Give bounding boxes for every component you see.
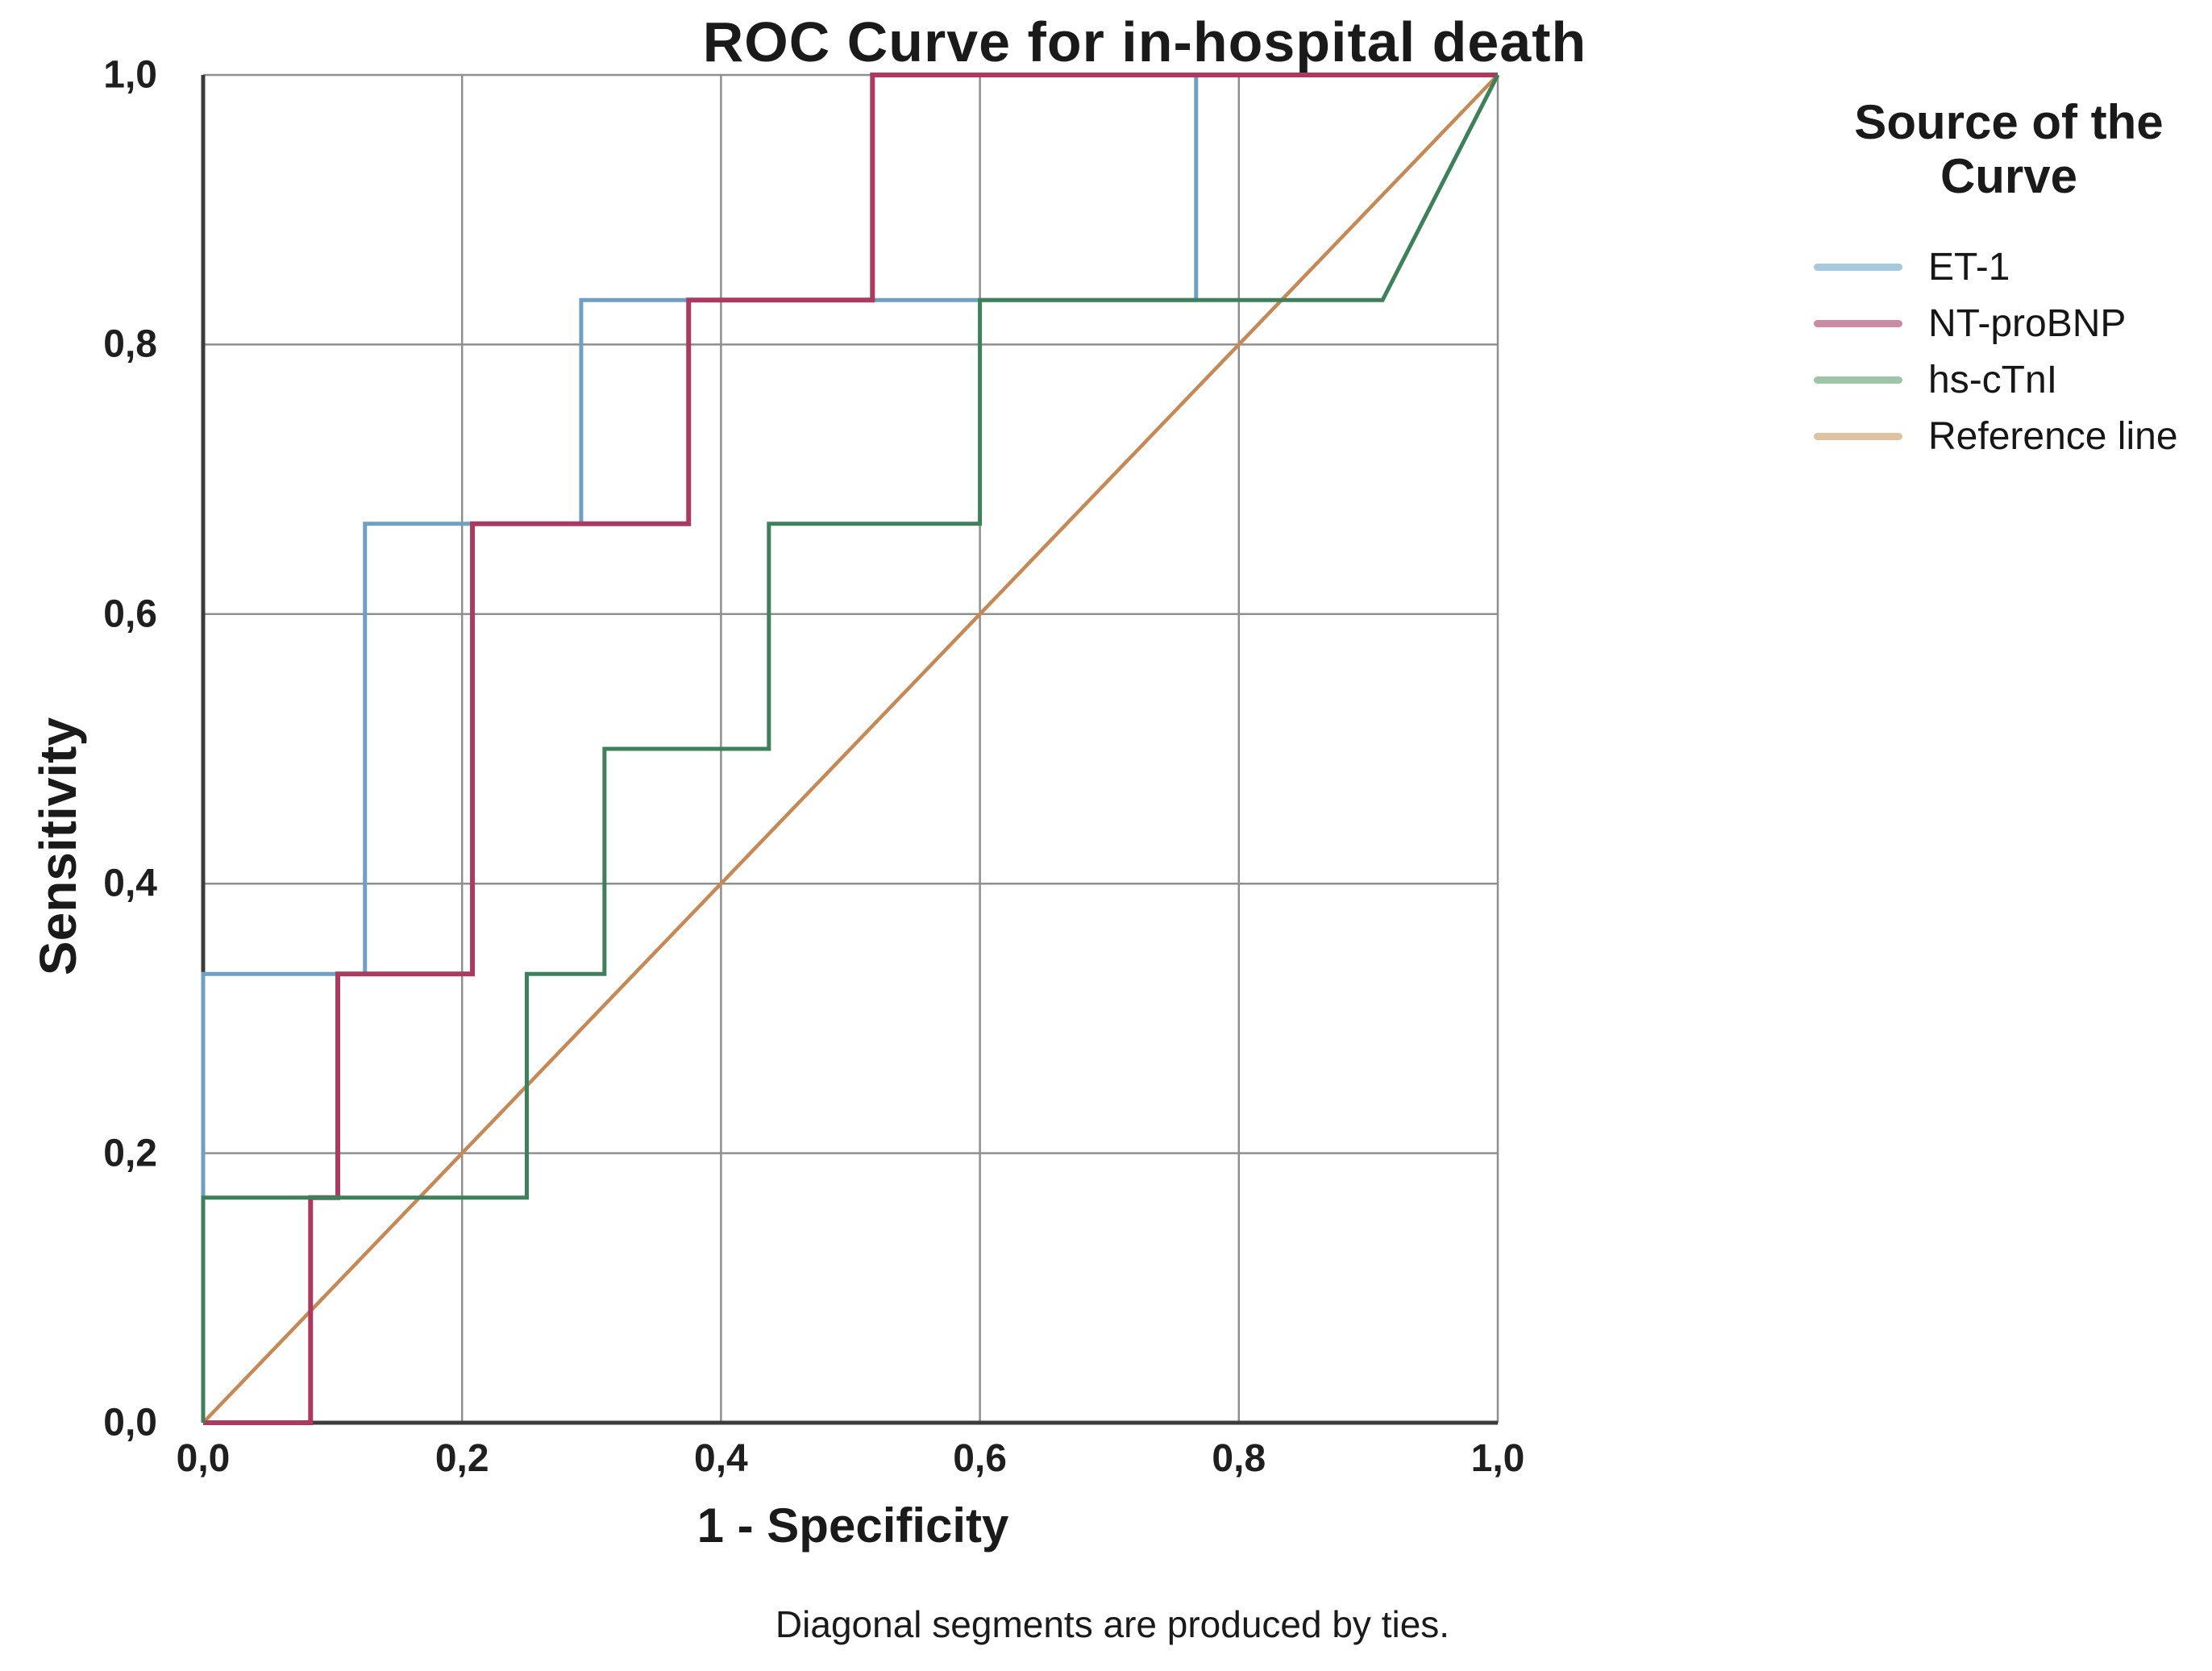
y-axis-title: Sensitivity [29,717,87,976]
chart-title: ROC Curve for in-hospital death [702,10,1587,73]
legend-item: hs-cTnI [1814,351,2212,408]
x-tick-label: 0,6 [953,1437,1007,1480]
legend-swatch-icon [1814,319,1902,327]
y-tick-label: 0,0 [103,1401,157,1444]
legend-item-label: hs-cTnI [1928,358,2058,401]
y-tick-label: 0,8 [103,322,157,366]
legend-item-label: Reference line [1928,414,2178,458]
legend-item: ET-1 [1814,239,2212,295]
x-tick-label: 0,8 [1212,1437,1266,1480]
legend-item: Reference line [1814,408,2212,464]
legend-swatch-icon [1814,263,1902,271]
x-tick-label: 0,0 [176,1437,231,1480]
legend-swatch-icon [1814,432,1902,440]
legend-items: ET-1 NT-proBNP hs-cTnI Reference line [1814,239,2212,464]
legend-title: Source of the Curve [1854,95,2164,204]
legend-item-label: ET-1 [1928,245,2010,289]
x-tick-label: 0,4 [694,1437,748,1480]
x-tick-label: 1,0 [1470,1437,1525,1480]
curve-reference-line [202,73,1499,1424]
curve-hs-ctni [201,73,1500,1423]
legend-item: NT-proBNP [1814,295,2212,351]
y-tick-label: 0,6 [103,592,157,636]
y-tick-label: 1,0 [103,53,157,97]
y-tick-label: 0,2 [103,1132,157,1175]
legend-item-label: NT-proBNP [1928,301,2127,345]
curve-nt-probnp [203,73,1498,1425]
y-tick-label: 0,4 [103,862,157,905]
footnote: Diagonal segments are produced by ties. [775,1603,1450,1645]
x-tick-label: 0,2 [434,1437,489,1480]
legend: Source of the Curve ET-1 NT-proBNP hs-cTnI… [1814,95,2212,464]
x-axis-title: 1 - Specificity [696,1498,1009,1553]
legend-swatch-icon [1814,376,1902,384]
